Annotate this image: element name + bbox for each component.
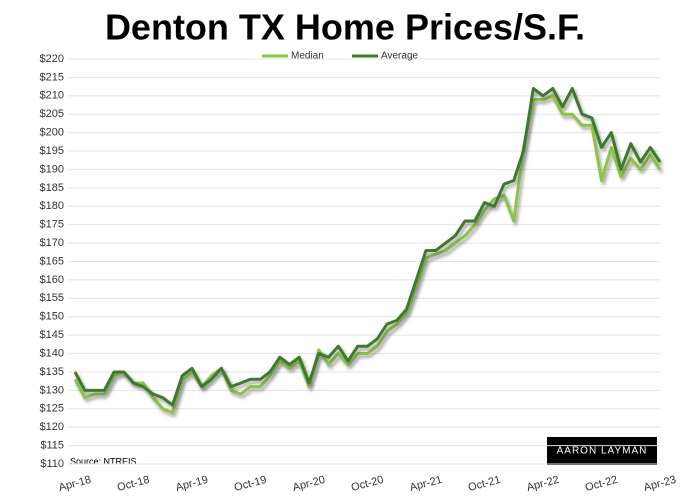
x-tick-label: Apr-19 <box>174 474 209 494</box>
source-note: Source: NTREIS <box>70 456 137 466</box>
x-tick-label: Apr-20 <box>291 474 326 494</box>
y-tick-label: $140 <box>40 347 64 359</box>
legend-label: Median <box>291 51 324 62</box>
x-tick-label: Oct-20 <box>350 474 385 494</box>
y-tick-label: $125 <box>40 403 64 415</box>
y-tick-label: $110 <box>40 458 64 470</box>
y-tick-label: $160 <box>40 274 64 286</box>
x-tick-label: Apr-21 <box>408 474 443 494</box>
x-tick-label: Apr-22 <box>525 474 560 494</box>
legend-label: Average <box>381 51 419 62</box>
x-tick-label: Apr-18 <box>57 474 92 494</box>
y-tick-label: $190 <box>40 163 64 175</box>
x-tick-label: Oct-21 <box>467 474 502 494</box>
y-tick-label: $115 <box>40 439 64 451</box>
y-tick-label: $155 <box>40 292 64 304</box>
y-tick-label: $180 <box>40 200 64 212</box>
y-tick-label: $130 <box>40 384 64 396</box>
x-tick-label: Oct-18 <box>116 474 151 494</box>
logo: AARON LAYMAN <box>557 446 648 457</box>
y-tick-label: $205 <box>40 108 64 120</box>
y-tick-label: $220 <box>40 53 64 65</box>
line-series <box>73 87 662 407</box>
y-tick-label: $215 <box>40 71 64 83</box>
logo-box <box>547 437 657 465</box>
chart-title: Denton TX Home Prices/S.F. <box>105 7 585 48</box>
line-series <box>73 94 662 414</box>
y-tick-label: $200 <box>40 127 64 139</box>
y-tick-label: $170 <box>40 237 64 249</box>
y-tick-label: $210 <box>40 90 64 102</box>
y-tick-label: $195 <box>40 145 64 157</box>
y-tick-label: $135 <box>40 366 64 378</box>
y-tick-label: $120 <box>40 421 64 433</box>
x-tick-label: Apr-23 <box>642 474 677 494</box>
y-tick-label: $175 <box>40 219 64 231</box>
y-tick-label: $150 <box>40 311 64 323</box>
y-tick-label: $145 <box>40 329 64 341</box>
y-tick-label: $185 <box>40 182 64 194</box>
y-tick-label: $165 <box>40 255 64 267</box>
x-tick-label: Oct-19 <box>233 474 268 494</box>
x-tick-label: Oct-22 <box>584 474 619 494</box>
